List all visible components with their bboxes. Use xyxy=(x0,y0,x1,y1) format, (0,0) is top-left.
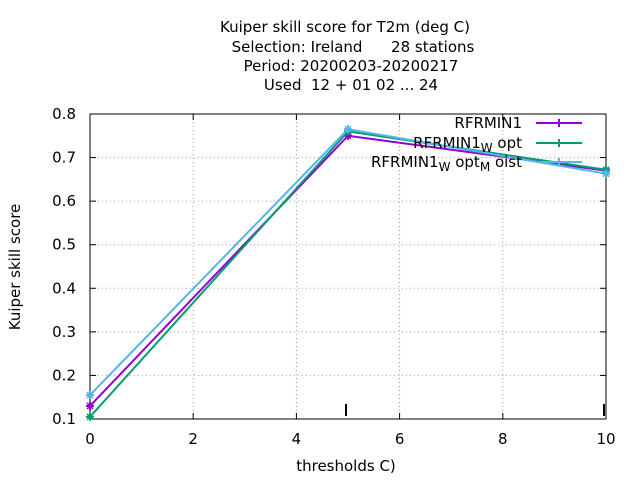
data-point xyxy=(86,401,94,410)
y-tick-label: 0.1 xyxy=(52,410,76,428)
x-tick-label: 4 xyxy=(292,430,302,448)
data-point xyxy=(86,412,94,421)
axis-ticks: 0 2 4 6 8 10 0.1 0.2 0.3 0.4 0.5 0.6 0.7 0.8 xyxy=(52,105,615,448)
y-tick-label: 0.3 xyxy=(52,323,76,341)
title-line-4: Used 12 + 01 02 ... 24 xyxy=(264,76,438,94)
legend-marker xyxy=(555,139,563,147)
x-tick-label: 6 xyxy=(395,430,405,448)
series-line-1 xyxy=(89,134,607,407)
x-tick-label: 10 xyxy=(596,430,615,448)
data-point xyxy=(86,391,94,400)
y-tick-label: 0.4 xyxy=(52,279,76,297)
chart-title: Kuiper skill score for T2m (deg C) Selec… xyxy=(220,18,475,94)
series-line-2 xyxy=(89,130,607,418)
legend-label-1: RFRMIN1 xyxy=(454,114,522,132)
series-line-3 xyxy=(89,128,607,396)
data-point xyxy=(344,125,352,134)
title-line-1: Kuiper skill score for T2m (deg C) xyxy=(220,18,470,36)
data-point xyxy=(602,169,610,178)
legend-marker xyxy=(555,158,563,166)
series-group xyxy=(86,125,610,421)
legend-label-3: RFRMIN1W optM oist xyxy=(371,153,522,174)
title-line-2: Selection: Ireland 28 stations xyxy=(232,38,475,56)
y-tick-label: 0.8 xyxy=(52,105,76,123)
x-tick-label: 2 xyxy=(188,430,198,448)
legend-label-2: RFRMIN1W opt xyxy=(413,134,522,155)
y-axis-label: Kuiper skill score xyxy=(6,204,24,331)
y-tick-label: 0.7 xyxy=(52,149,76,167)
plot-frame xyxy=(89,113,607,420)
legend-marker xyxy=(555,119,563,127)
y-tick-label: 0.6 xyxy=(52,192,76,210)
y-tick-label: 0.2 xyxy=(52,366,76,384)
x-axis-label: thresholds C) xyxy=(296,457,396,475)
y-tick-label: 0.5 xyxy=(52,236,76,254)
x-tick-label: 8 xyxy=(498,430,508,448)
grid xyxy=(90,114,606,419)
x-tick-label: 0 xyxy=(85,430,95,448)
title-line-3: Period: 20200203-20200217 xyxy=(244,57,459,75)
